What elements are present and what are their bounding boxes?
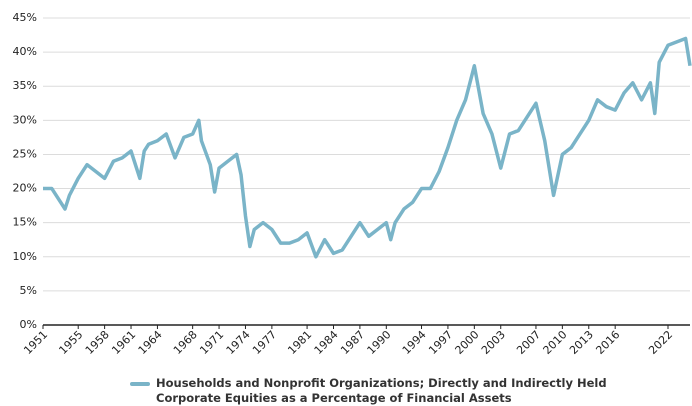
x-tick-label: 1974 xyxy=(224,328,253,357)
x-tick-label: 1994 xyxy=(400,328,429,357)
y-tick-label: 20% xyxy=(13,182,37,195)
x-tick-label: 1997 xyxy=(426,328,455,357)
x-tick-label: 2007 xyxy=(514,328,543,357)
x-tick-label: 2016 xyxy=(593,328,622,357)
x-tick-label: 2000 xyxy=(453,328,482,357)
legend: Households and Nonprofit Organizations; … xyxy=(130,376,626,406)
x-tick-label: 2003 xyxy=(479,328,508,357)
x-tick-label: 2022 xyxy=(646,328,675,357)
x-tick-label: 1951 xyxy=(21,328,50,357)
x-tick-label: 1990 xyxy=(365,328,394,357)
x-tick-label: 1968 xyxy=(171,328,200,357)
y-tick-label: 45% xyxy=(13,11,37,24)
y-tick-label: 15% xyxy=(13,216,37,229)
y-tick-label: 35% xyxy=(13,79,37,92)
x-tick-label: 1977 xyxy=(250,328,279,357)
legend-label: Households and Nonprofit Organizations; … xyxy=(156,376,607,405)
y-tick-label: 0% xyxy=(20,318,37,331)
y-tick-label: 40% xyxy=(13,45,37,58)
x-tick-label: 1955 xyxy=(56,328,85,357)
y-tick-label: 30% xyxy=(13,113,37,126)
x-tick-label: 1987 xyxy=(338,328,367,357)
x-tick-label: 2010 xyxy=(541,328,570,357)
y-tick-label: 10% xyxy=(13,250,37,263)
x-tick-label: 1971 xyxy=(197,328,226,357)
legend-swatch xyxy=(130,382,150,386)
x-tick-label: 1961 xyxy=(109,328,138,357)
x-tick-label: 1984 xyxy=(312,328,341,357)
chart: 0% 5% 10% 15% 20% 25% 30% 35% 40% 45% 1951 19551958… xyxy=(13,11,692,357)
data-line xyxy=(43,36,692,259)
y-tick-label: 5% xyxy=(20,284,37,297)
x-tick-label: 1964 xyxy=(136,328,165,357)
x-tick-label: 2013 xyxy=(567,328,596,357)
x-tick-label: 1981 xyxy=(285,328,314,357)
y-tick-label: 25% xyxy=(13,147,37,160)
x-tick-label: 1958 xyxy=(83,328,112,357)
